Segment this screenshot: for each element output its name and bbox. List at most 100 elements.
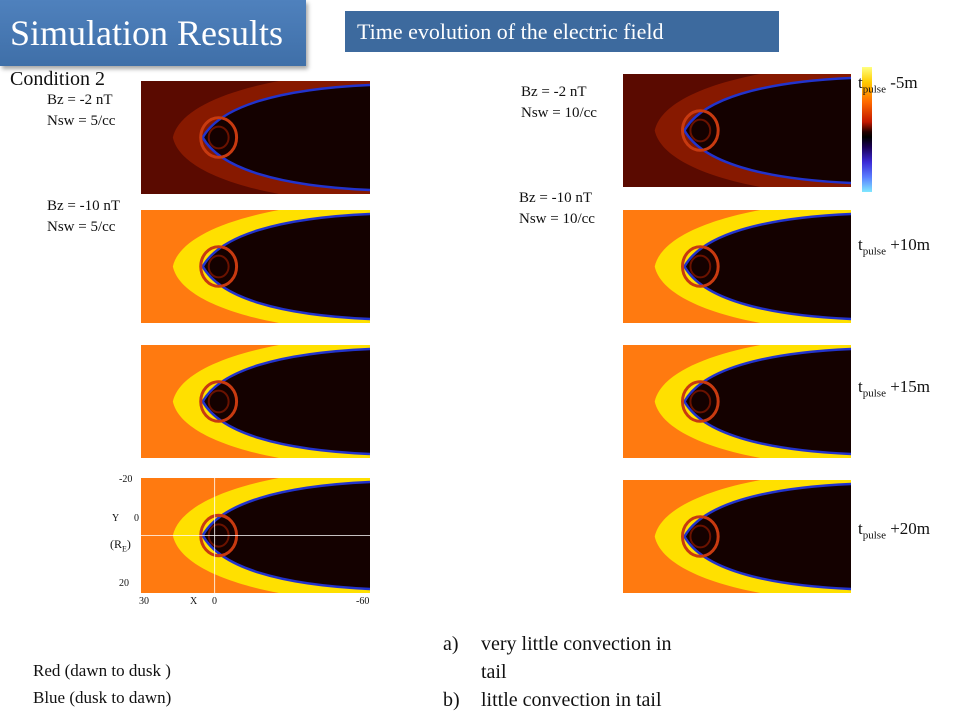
subtitle-box: Time evolution of the electric field — [345, 11, 779, 52]
field-panel-left-1-boundary — [201, 83, 370, 192]
left-label-2: Bz = -10 nT Nsw = 5/cc — [47, 196, 120, 238]
time-label-4-t: t — [858, 519, 863, 538]
time-label-2-t: t — [858, 235, 863, 254]
field-panel-right-1-inner-core — [689, 118, 712, 143]
note-a-cont: tail — [481, 661, 507, 683]
field-panel-right-3-magnetosphere — [684, 348, 851, 455]
axis-y-unit-close: ) — [126, 537, 131, 551]
right-label-1-bz: Bz = -2 nT — [521, 84, 587, 100]
time-label-1-t: t — [858, 73, 863, 92]
field-panel-right-4-boundary — [683, 482, 851, 591]
field-panel-right-3-boundary — [683, 347, 851, 456]
field-panel-right-2-magnetosphere — [684, 213, 851, 320]
time-label-1: tpulse -5m — [858, 73, 918, 95]
field-panel-left-1-svg — [141, 81, 370, 194]
note-a-marker: a) — [443, 633, 459, 655]
time-label-3-sub: pulse — [862, 387, 886, 400]
left-label-1-nsw: Nsw = 5/cc — [47, 113, 116, 129]
time-label-3-offset: +15m — [885, 377, 931, 396]
field-panel-left-2-inner-ring — [199, 245, 239, 288]
time-label-2-offset: +10m — [885, 235, 931, 254]
time-label-4: tpulse +20m — [858, 519, 930, 541]
field-panel-left-2-inner-core — [207, 254, 230, 279]
time-label-2-sub: pulse — [862, 245, 886, 258]
axis-y-label: Y — [112, 513, 120, 524]
field-panel-right-4-magnetosphere — [684, 483, 851, 590]
field-panel-left-2-svg — [141, 210, 370, 323]
field-panel-left-3 — [141, 345, 370, 458]
field-panel-left-4-svg — [141, 478, 370, 593]
field-panel-left-1-magnetosphere — [202, 84, 370, 191]
left-label-2-nsw: Nsw = 5/cc — [47, 219, 116, 235]
field-panel-right-4 — [623, 480, 851, 593]
field-panel-right-1-magnetosphere — [684, 77, 851, 184]
field-panel-right-4-inner-ring — [680, 515, 720, 558]
axis-x-label: X — [190, 596, 198, 607]
axis-x-right: -60 — [356, 596, 370, 607]
field-panel-left-3-magnetosphere — [202, 348, 370, 455]
time-label-3: tpulse +15m — [858, 377, 930, 399]
field-panel-left-2-boundary — [201, 212, 370, 321]
field-panel-right-1 — [623, 74, 851, 187]
field-panel-left-3-inner-ring — [199, 380, 239, 423]
note-b-text: little convection in tail — [481, 689, 662, 711]
note-a-text: very little convection in — [481, 633, 672, 655]
time-label-2: tpulse +10m — [858, 235, 930, 257]
slide-title-box: Simulation Results — [0, 0, 306, 66]
color-scale-bar — [862, 67, 872, 192]
right-label-1-nsw: Nsw = 10/cc — [521, 105, 597, 121]
field-panel-right-3-inner-core — [689, 389, 712, 414]
axis-y-unit: (RE) — [110, 537, 131, 553]
field-panel-right-1-boundary — [683, 76, 851, 185]
right-label-1: Bz = -2 nT Nsw = 10/cc — [521, 82, 597, 124]
time-label-3-t: t — [858, 377, 863, 396]
axis-y-unit-open: (R — [110, 537, 122, 551]
color-legend: Red (dawn to dusk ) Blue (dusk to dawn) — [33, 657, 171, 711]
field-panel-right-4-svg — [623, 480, 851, 593]
field-panel-right-2-inner-ring — [680, 245, 720, 288]
axis-y-unit-sub: E — [122, 544, 127, 554]
axis-y-bottom: 20 — [119, 578, 129, 589]
right-label-2: Bz = -10 nT Nsw = 10/cc — [519, 188, 595, 230]
field-panel-left-2-magnetosphere — [202, 213, 370, 320]
left-label-2-bz: Bz = -10 nT — [47, 198, 121, 214]
field-panel-left-1-inner-core — [207, 125, 230, 150]
axis-y-top: -20 — [119, 474, 133, 485]
field-panel-right-3-svg — [623, 345, 851, 458]
right-label-2-bz: Bz = -10 nT — [519, 190, 593, 206]
field-panel-left-3-boundary — [201, 347, 370, 456]
field-panel-right-1-svg — [623, 74, 851, 187]
field-panel-left-2 — [141, 210, 370, 323]
field-panel-left-4 — [141, 478, 370, 593]
time-label-1-offset: -5m — [885, 73, 918, 92]
legend-blue: Blue (dusk to dawn) — [33, 688, 172, 707]
field-panel-right-3 — [623, 345, 851, 458]
slide-title: Simulation Results — [10, 13, 284, 53]
field-panel-left-3-inner-core — [207, 389, 230, 414]
time-label-1-sub: pulse — [862, 83, 886, 96]
legend-red: Red (dawn to dusk ) — [33, 661, 171, 680]
condition-label: Condition 2 — [10, 68, 106, 90]
field-panel-left-1 — [141, 81, 370, 194]
time-label-4-sub: pulse — [862, 529, 886, 542]
field-panel-right-2-svg — [623, 210, 851, 323]
field-panel-right-2-boundary — [683, 212, 851, 321]
axis-y-zero: 0 — [134, 513, 139, 524]
slide-subtitle: Time evolution of the electric field — [357, 19, 664, 44]
field-panel-right-2 — [623, 210, 851, 323]
field-panel-right-3-inner-ring — [680, 380, 720, 423]
note-b: b) little convection in tail — [443, 686, 662, 714]
left-label-1-bz: Bz = -2 nT — [47, 92, 113, 108]
axis-x-zero: 0 — [212, 596, 217, 607]
time-label-4-offset: +20m — [885, 519, 931, 538]
field-panel-right-4-inner-core — [689, 524, 712, 549]
axis-x-left: 30 — [139, 596, 149, 607]
note-b-marker: b) — [443, 689, 460, 711]
field-panel-right-1-inner-ring — [680, 109, 720, 152]
field-panel-left-1-inner-ring — [199, 116, 239, 159]
note-a: a) very little convection in tail — [443, 630, 672, 683]
right-label-2-nsw: Nsw = 10/cc — [519, 211, 595, 227]
field-panel-left-3-svg — [141, 345, 370, 458]
left-label-1: Bz = -2 nT Nsw = 5/cc — [47, 90, 115, 132]
field-panel-right-2-inner-core — [689, 254, 712, 279]
